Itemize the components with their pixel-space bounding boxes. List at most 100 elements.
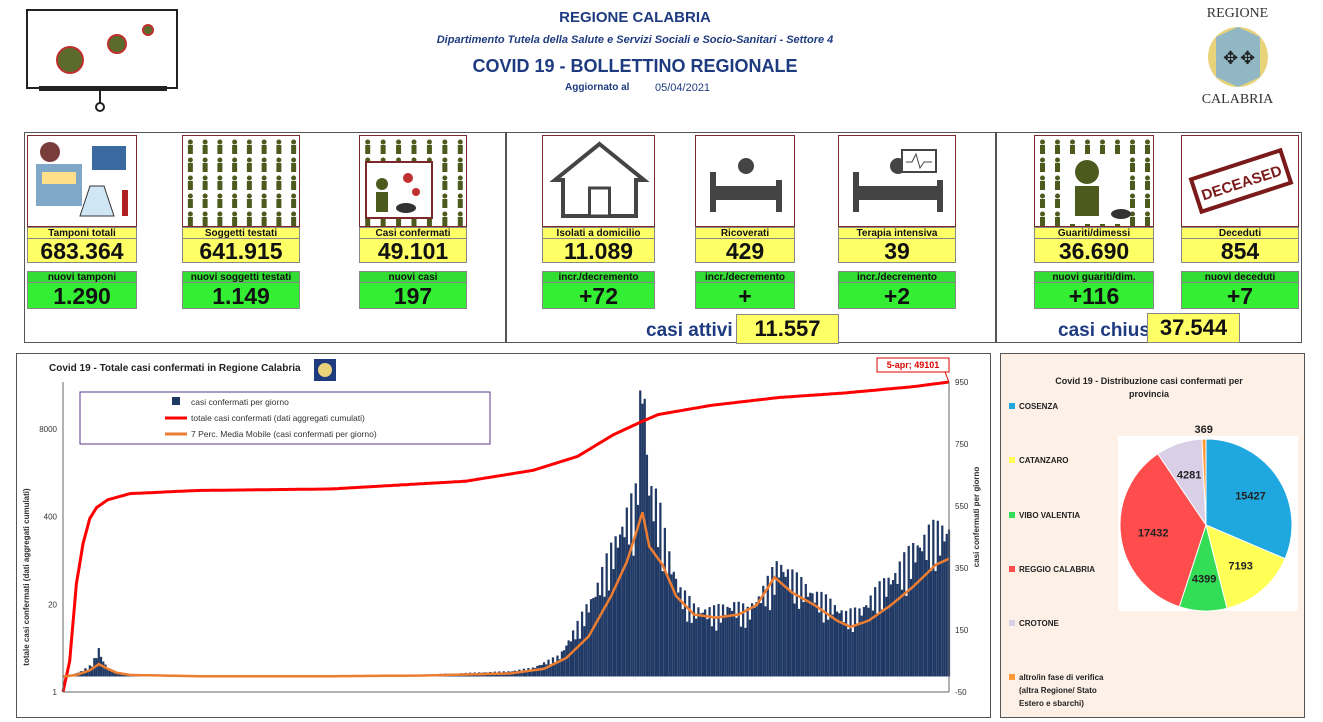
daily-cases-bar [910,579,912,677]
pie-slice-label: 4399 [1192,573,1216,585]
daily-cases-bar [749,620,751,677]
province-pie-chart: Covid 19 - Distribuzione casi confermati… [1001,354,1304,717]
kpi-delta-value: 1.290 [27,283,137,309]
daily-cases-bar [870,595,872,676]
chart-title: Covid 19 - Totale casi confermati in Reg… [49,363,301,374]
daily-cases-bar [872,611,874,677]
pie-legend-swatch [1009,457,1015,463]
pie-slice-label: 15427 [1235,491,1266,503]
daily-cases-bar [820,592,822,677]
kpi-delta-label: incr./decremento [695,271,795,283]
regione-calabria-logo: REGIONE ✥ ✥ CALABRIA [1190,6,1285,114]
daily-cases-bar [805,584,807,677]
daily-cases-bar [742,603,744,676]
daily-cases-bar [791,569,793,676]
virus-icon [25,8,180,113]
daily-cases-bar [811,593,813,676]
daily-cases-bar [894,573,896,677]
daily-cases-bar [700,613,702,676]
daily-cases-bar [800,577,802,676]
daily-cases-bar [816,592,818,677]
daily-cases-bar [653,521,655,676]
pie-title-line2: provincia [1129,389,1170,399]
daily-cases-bar [832,615,834,677]
kpi-value: 641.915 [182,239,300,263]
kpi-delta-value: +2 [838,283,956,309]
daily-cases-bar [552,657,554,676]
pie-legend-swatch [1009,620,1015,626]
recovered-person-icon [1034,135,1154,227]
daily-cases-bar [753,608,755,677]
kpi-delta-label: nuovi soggetti testati [182,271,300,283]
daily-cases-bar [798,609,800,677]
daily-cases-bar [606,553,608,676]
daily-cases-bar [706,619,708,676]
closed-cases-value: 37.544 [1147,313,1240,343]
daily-cases-bar [823,623,825,677]
daily-cases-bar [764,606,766,676]
daily-cases-bar [597,583,599,677]
svg-text:✥: ✥ [1223,48,1238,69]
department-subtitle: Dipartimento Tutela della Salute e Servi… [400,34,870,46]
daily-cases-bar [744,628,746,677]
daily-cases-bar [98,648,100,676]
updated-date: 05/04/2021 [655,82,710,94]
daily-cases-bar [926,560,928,677]
daily-cases-bar [630,493,632,676]
daily-cases-bar [827,620,829,677]
kpi-delta-value: 197 [359,283,467,309]
daily-cases-bar [601,567,603,677]
pie-legend-swatch [1009,566,1015,572]
daily-cases-bar [724,615,726,677]
daily-cases-bar [626,508,628,677]
daily-cases-bar [563,650,565,676]
region-title: REGIONE CALABRIA [400,9,870,26]
right-tick-label: 350 [955,564,969,573]
left-axis-label: totale casi confermati (dati aggregati c… [22,488,31,666]
daily-cases-bar [843,622,845,676]
virus-logo-banner [25,8,180,113]
deceased-stamp-icon: DECEASED [1181,135,1299,227]
daily-cases-bar [583,626,585,676]
daily-cases-bar [588,612,590,676]
daily-cases-bar [919,548,921,677]
daily-cases-bar [666,574,668,677]
daily-cases-bar [639,390,641,676]
daily-cases-bar [668,551,670,676]
daily-cases-bar [921,551,923,676]
icu-bed-icon [838,135,956,227]
daily-cases-bar [892,580,894,677]
pie-legend-swatch [1009,403,1015,409]
daily-cases-bar [932,520,934,677]
daily-cases-bar [778,578,780,677]
daily-cases-bar [615,536,617,676]
daily-cases-bar [538,665,540,676]
daily-cases-bar [594,597,596,677]
daily-cases-bar [881,609,883,676]
pie-legend-swatch [1009,512,1015,518]
left-tick-label: 20 [48,600,57,609]
daily-cases-bar [796,572,798,676]
daily-cases-bar [612,569,614,676]
daily-cases-bar [755,602,757,677]
active-cases-label: casi attivi [646,320,733,342]
daily-cases-bar [773,595,775,677]
daily-cases-bar [785,577,787,677]
daily-cases-bar [561,651,563,676]
daily-cases-bar [840,610,842,676]
logo-bottom-text: CALABRIA [1190,92,1285,108]
bulletin-title: COVID 19 - BOLLETTINO REGIONALE [400,56,870,77]
daily-cases-bar [646,455,648,677]
daily-cases-bar [751,603,753,676]
pie-slice-label: 4281 [1177,469,1201,481]
region-logo-small-icon [314,359,336,381]
daily-cases-bar [664,528,666,677]
daily-cases-bar [655,489,657,677]
kpi-delta-label: nuovi guariti/dim. [1034,271,1154,283]
